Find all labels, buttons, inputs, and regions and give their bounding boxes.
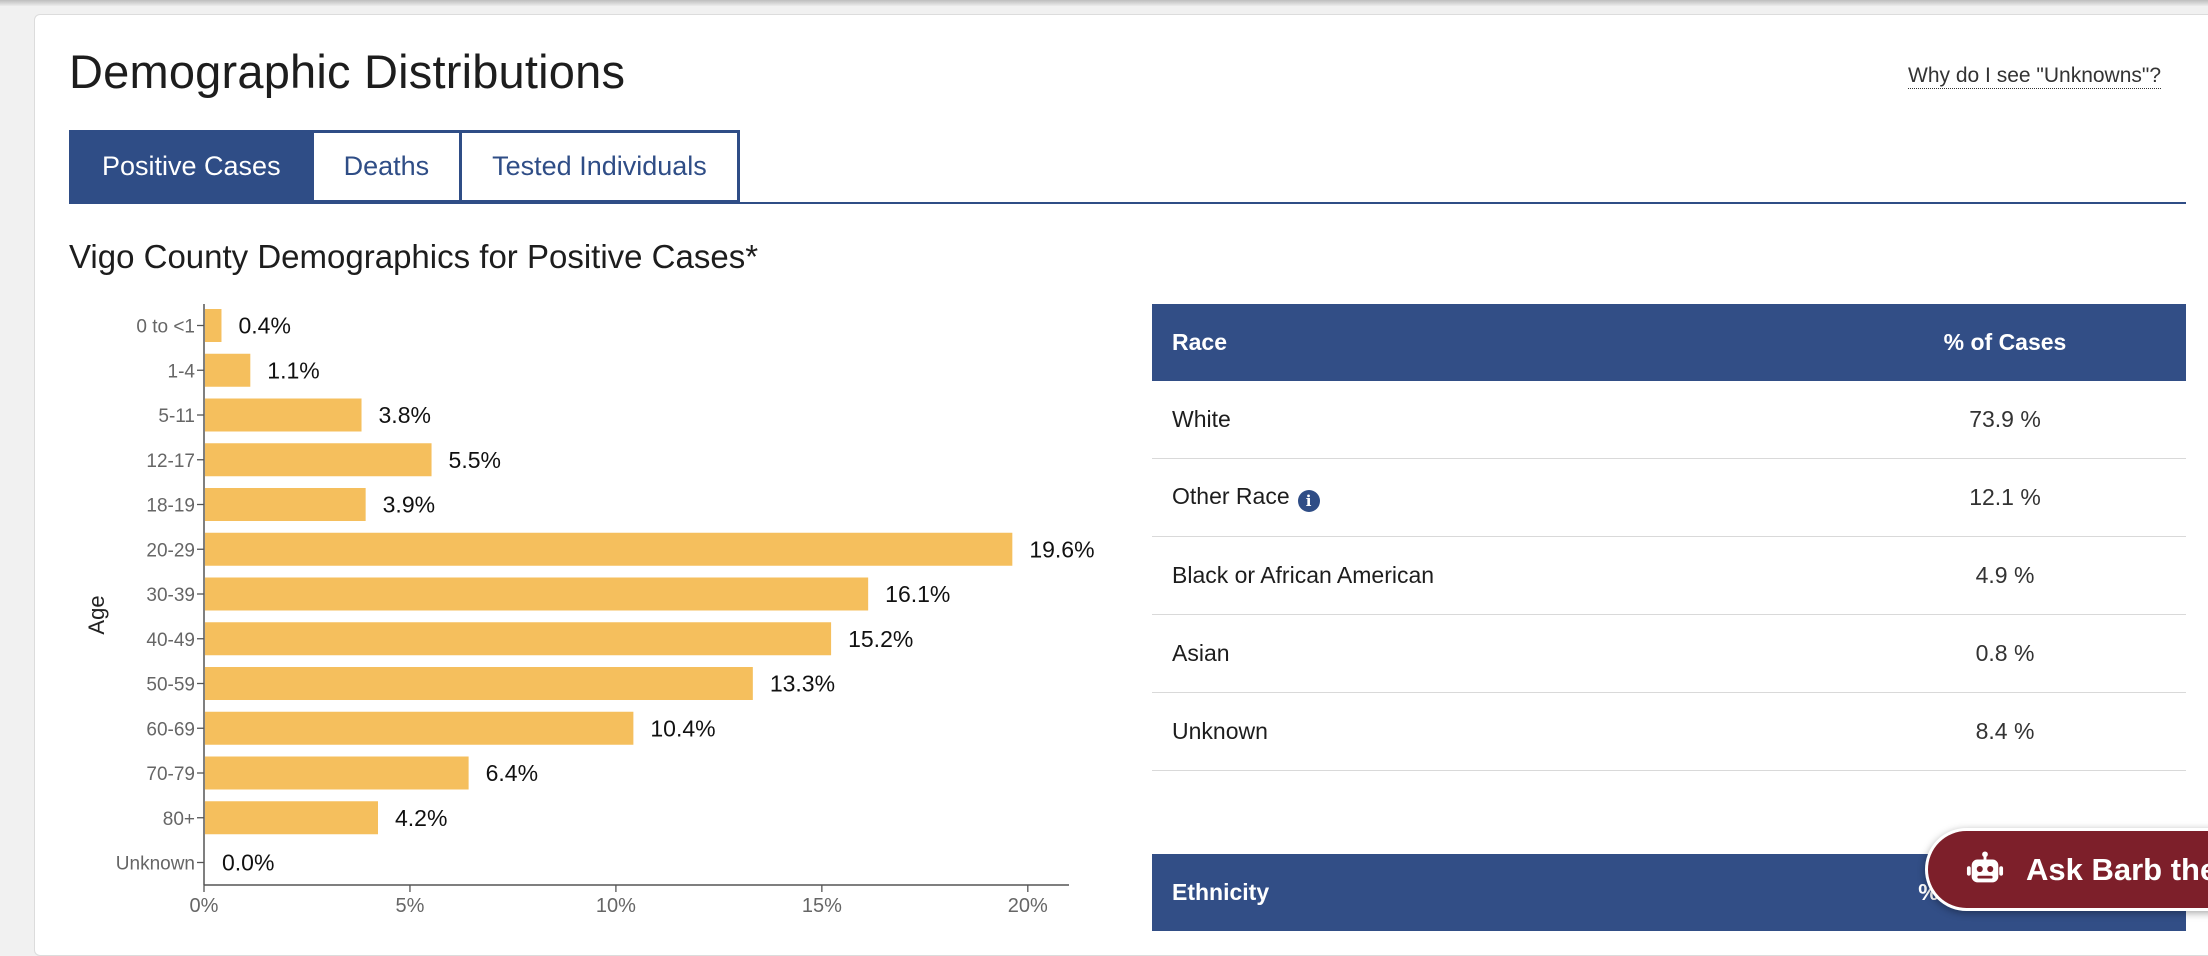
race-label: White	[1152, 381, 1824, 459]
tab-underline	[69, 202, 2186, 204]
data-label: 19.6%	[1029, 536, 1094, 562]
y-tick-label: 30-39	[146, 585, 195, 606]
y-tick-label: 80+	[163, 809, 195, 830]
race-value: 4.9 %	[1823, 536, 2186, 615]
browser-top-edge	[0, 0, 2208, 6]
table-row: White 73.9 %	[1152, 381, 2186, 459]
race-value: 8.4 %	[1823, 692, 2186, 771]
bar-1	[205, 353, 251, 387]
table-row: Unknown 8.4 %	[1152, 692, 2186, 771]
ask-barb-chat-button[interactable]: Ask Barb the	[1925, 828, 2208, 911]
x-tick-label: 10%	[596, 895, 636, 917]
data-label: 16.1%	[885, 581, 950, 607]
race-value: 12.1 %	[1823, 458, 2186, 537]
race-value: 73.9 %	[1823, 381, 2186, 459]
data-label: 13.3%	[770, 671, 835, 697]
data-label: 3.8%	[379, 402, 431, 428]
data-label: 10.4%	[650, 715, 715, 741]
race-label: Other Race	[1172, 483, 1290, 509]
race-label: Unknown	[1152, 692, 1824, 771]
data-label: 5.5%	[449, 447, 501, 473]
table-row: Asian 0.8 %	[1152, 614, 2186, 693]
race-label: Asian	[1152, 614, 1824, 693]
y-tick-label: 20-29	[146, 540, 195, 561]
bar-10	[205, 756, 469, 790]
bar-8	[205, 667, 753, 700]
x-tick-label: 15%	[802, 895, 842, 917]
race-table-header: Race % of Cases	[1152, 304, 2186, 381]
bar-0	[205, 309, 222, 342]
ask-barb-label: Ask Barb the	[2026, 851, 2208, 887]
info-icon[interactable]: i	[1297, 490, 1320, 512]
y-tick-label: 60-69	[146, 719, 195, 740]
bar-6	[205, 577, 869, 611]
data-label: 4.2%	[395, 805, 447, 831]
bar-9	[205, 711, 634, 745]
data-label: 0.4%	[238, 313, 290, 339]
y-tick-label: Unknown	[116, 854, 195, 875]
race-table: Race % of Cases White 73.9 % Other Race i…	[1152, 304, 2186, 771]
percent-cases-column-header: % of Cases	[1823, 304, 2186, 381]
y-tick-label: 70-79	[146, 764, 195, 785]
data-label: 6.4%	[486, 760, 538, 786]
race-column-header: Race	[1152, 304, 1824, 381]
bar-7	[205, 622, 832, 656]
bar-11	[205, 801, 378, 835]
data-label: 1.1%	[267, 357, 319, 383]
y-tick-label: 40-49	[146, 630, 195, 651]
race-label: Black or African American	[1152, 536, 1824, 615]
tab-tested-individuals[interactable]: Tested Individuals	[462, 130, 740, 203]
x-tick-label: 0%	[190, 895, 219, 917]
bar-2	[205, 398, 362, 432]
y-tick-label: 0 to <1	[136, 317, 195, 338]
robot-icon	[1966, 850, 2004, 882]
y-tick-label: 50-59	[146, 675, 195, 696]
race-label-cell: Other Race i	[1152, 458, 1824, 537]
data-label: 3.9%	[383, 492, 435, 518]
age-bar-chart: 0 to <1 0.4% 1-4 1.1% 5-11 3.8% 12-17 5.5% 18-19…	[84, 304, 1095, 917]
race-value: 0.8 %	[1823, 614, 2186, 693]
table-row: Other Race i 12.1 %	[1152, 458, 2186, 537]
unknowns-help-link[interactable]: Why do I see "Unknowns"?	[1908, 64, 2162, 89]
y-tick-label: 12-17	[146, 451, 195, 472]
bar-5	[205, 532, 1013, 566]
section-title: Vigo County Demographics for Positive Ca…	[69, 238, 759, 275]
ethnicity-column-header: Ethnicity	[1152, 854, 1723, 931]
y-tick-label: 1-4	[168, 361, 196, 382]
bar-3	[205, 443, 432, 477]
x-tick-label: 20%	[1008, 895, 1048, 917]
x-tick-label: 5%	[395, 895, 424, 917]
table-row: Black or African American 4.9 %	[1152, 536, 2186, 615]
tab-bar: Positive Cases Deaths Tested Individuals	[69, 130, 740, 203]
page-title: Demographic Distributions	[69, 45, 626, 98]
y-tick-label: 5-11	[158, 406, 195, 427]
bar-4	[205, 488, 366, 521]
data-label: 0.0%	[222, 850, 274, 876]
tab-deaths[interactable]: Deaths	[313, 130, 463, 203]
data-label: 15.2%	[848, 626, 913, 652]
y-axis-title: Age	[84, 595, 109, 634]
tab-positive-cases[interactable]: Positive Cases	[69, 130, 314, 203]
y-tick-label: 18-19	[146, 496, 195, 517]
